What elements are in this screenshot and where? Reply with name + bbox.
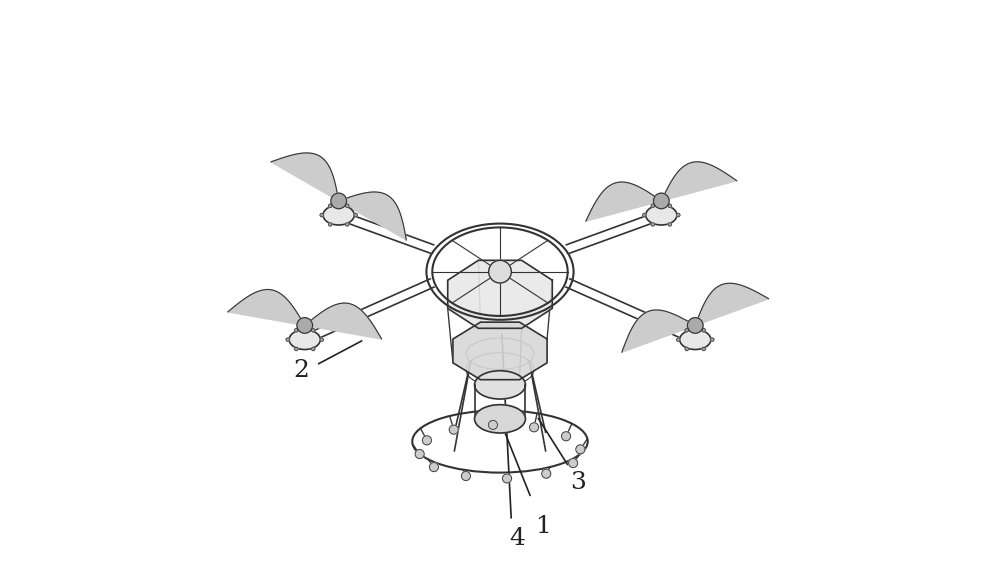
Ellipse shape [475,405,525,433]
Polygon shape [661,162,737,201]
Circle shape [702,329,705,332]
Circle shape [345,204,349,208]
Ellipse shape [323,205,354,225]
Polygon shape [622,310,695,352]
Circle shape [569,458,578,468]
Text: 1: 1 [536,515,552,538]
Circle shape [668,204,671,208]
Circle shape [503,474,512,483]
Circle shape [651,204,655,208]
Circle shape [643,213,646,217]
Circle shape [312,347,315,350]
Circle shape [711,338,714,341]
Circle shape [320,213,323,217]
Ellipse shape [680,329,711,349]
Polygon shape [305,303,382,339]
Circle shape [687,318,703,333]
Circle shape [651,222,655,226]
Circle shape [685,347,688,350]
Polygon shape [228,289,305,325]
Polygon shape [453,322,547,380]
Ellipse shape [475,371,525,399]
Circle shape [329,222,332,226]
Text: 2: 2 [293,359,309,382]
Circle shape [668,222,671,226]
Polygon shape [448,260,552,328]
Ellipse shape [289,329,320,349]
Circle shape [422,436,431,445]
Circle shape [488,421,497,430]
Circle shape [653,193,669,209]
Circle shape [489,260,511,283]
Circle shape [449,425,458,434]
Text: 4: 4 [509,528,525,550]
Circle shape [331,193,347,209]
Polygon shape [339,192,406,240]
Text: 3: 3 [570,471,586,494]
Circle shape [329,204,332,208]
Circle shape [295,347,298,350]
Circle shape [320,338,323,341]
Circle shape [576,445,585,454]
Circle shape [415,449,424,458]
Circle shape [677,213,680,217]
Circle shape [345,222,349,226]
Ellipse shape [646,205,677,225]
Circle shape [295,329,298,332]
Circle shape [354,213,357,217]
Circle shape [461,471,470,481]
Circle shape [562,432,571,441]
Circle shape [429,462,438,471]
Polygon shape [271,153,339,201]
Circle shape [312,329,315,332]
Polygon shape [695,283,769,325]
Circle shape [286,338,289,341]
Circle shape [685,329,688,332]
Circle shape [702,347,705,350]
Circle shape [542,469,551,478]
Polygon shape [586,182,661,221]
Circle shape [297,318,313,333]
Circle shape [530,423,539,432]
Circle shape [677,338,680,341]
